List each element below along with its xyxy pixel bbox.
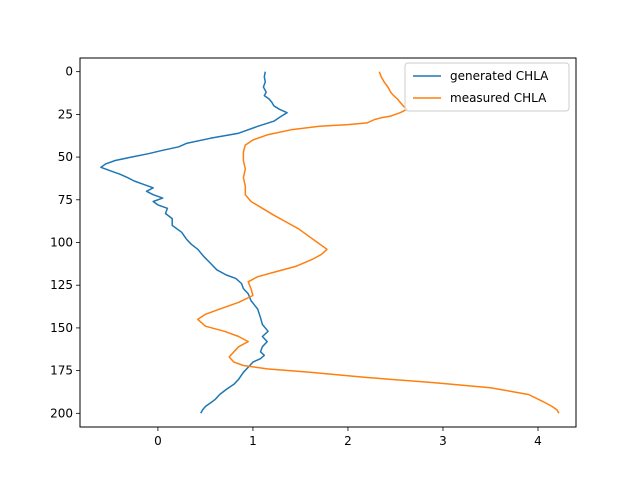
y-tick-label: 200 (50, 406, 73, 420)
y-tick-label: 100 (50, 236, 73, 250)
x-tick-label: 0 (154, 434, 162, 448)
y-tick-label: 150 (50, 321, 73, 335)
plot-frame (79, 57, 577, 428)
y-tick-label: 75 (58, 193, 73, 207)
series-line-1 (197, 71, 560, 414)
legend-box (404, 62, 570, 112)
x-tick-label: 1 (249, 434, 257, 448)
legend: generated CHLA measured CHLA (404, 62, 570, 112)
series-line-0 (100, 71, 288, 414)
y-tick-label: 125 (50, 278, 73, 292)
legend-label-1: measured CHLA (450, 91, 547, 105)
series-layer (100, 71, 560, 414)
legend-label-0: generated CHLA (450, 69, 549, 83)
y-tick-label: 25 (58, 107, 73, 121)
x-tick-label: 3 (439, 434, 447, 448)
y-tick-label: 50 (58, 150, 73, 164)
x-tick-label: 2 (344, 434, 352, 448)
x-tick-label: 4 (534, 434, 542, 448)
y-axis: 0 25 50 75 100 125 150 175 200 (50, 65, 80, 420)
y-tick-label: 0 (65, 65, 73, 79)
x-axis: 0 1 2 3 4 (154, 427, 542, 448)
y-tick-label: 175 (50, 364, 73, 378)
